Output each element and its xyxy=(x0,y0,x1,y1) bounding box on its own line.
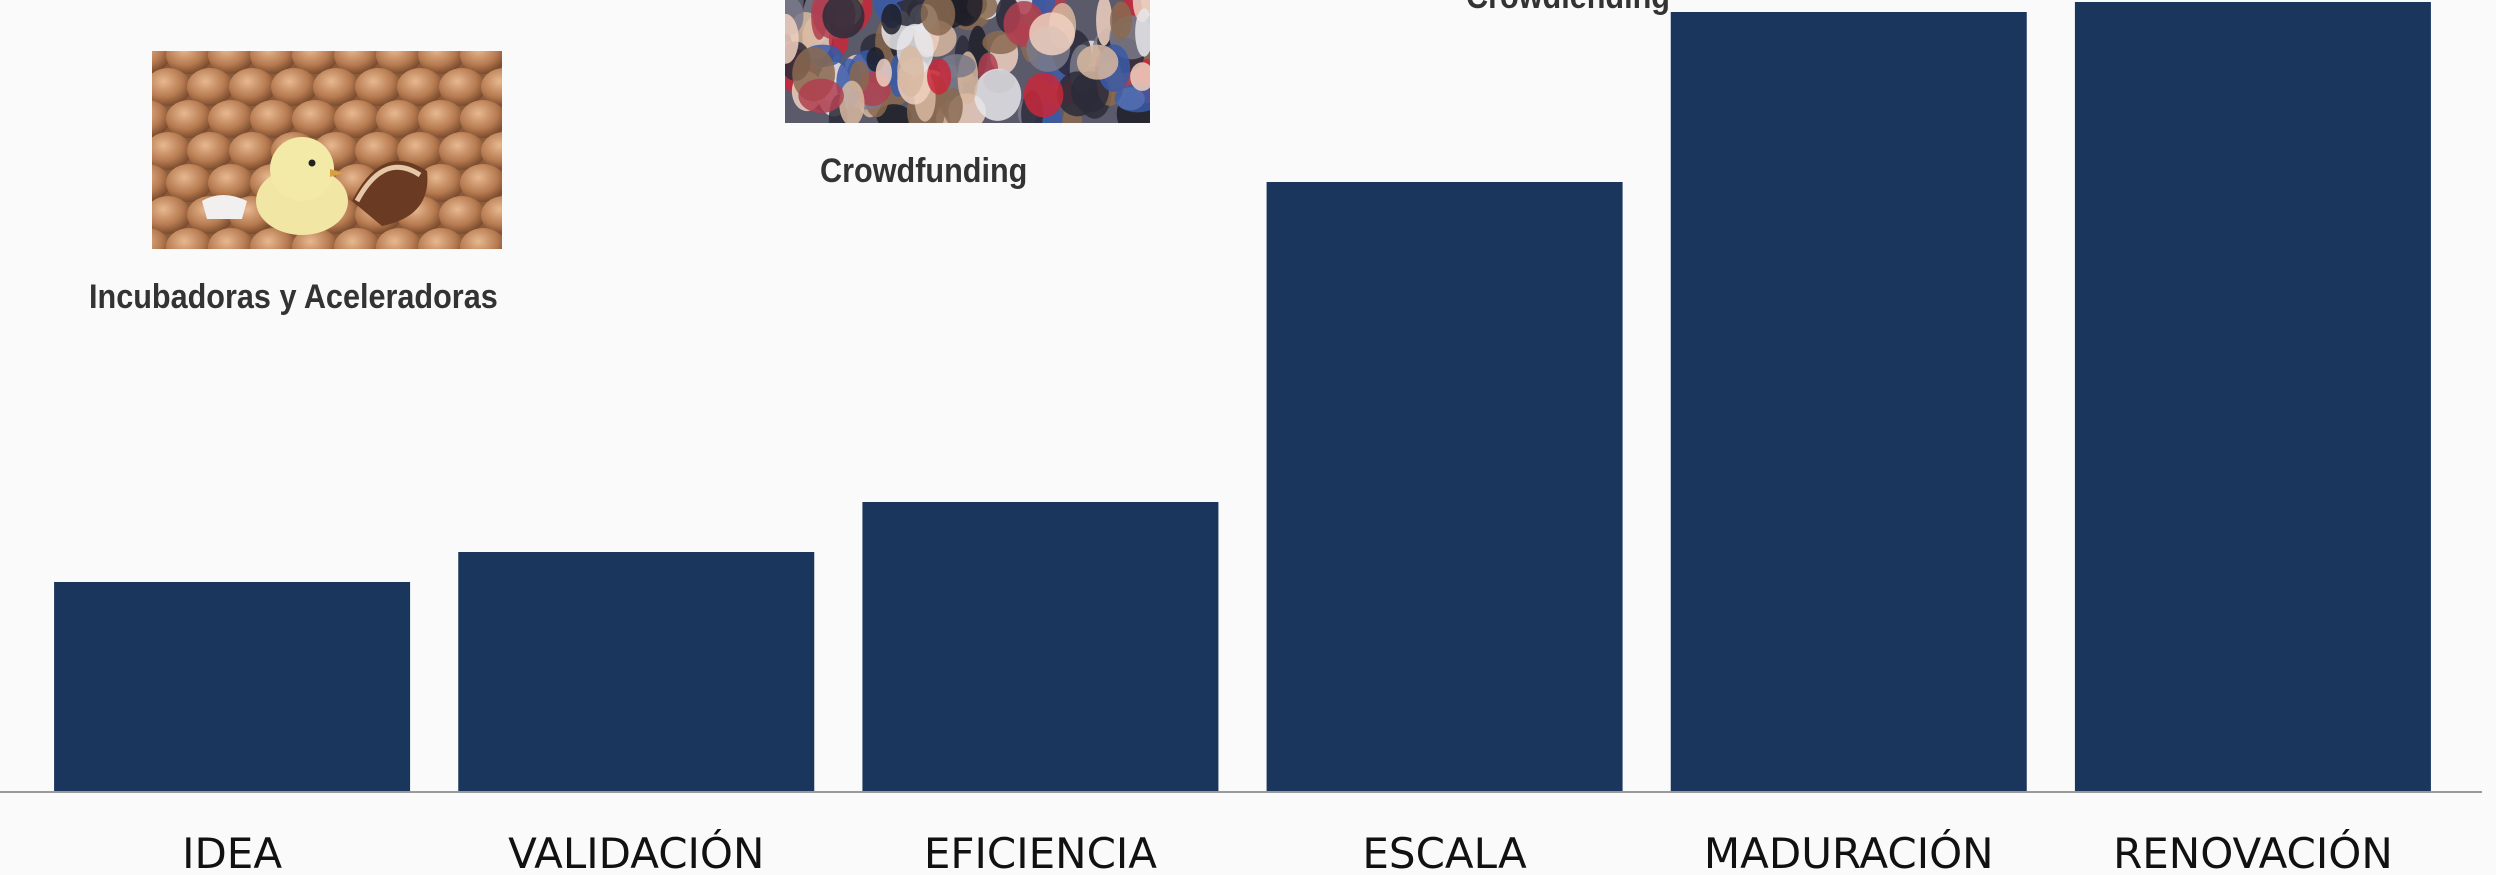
bar-validación xyxy=(458,552,815,792)
category-labels-group: IDEA VALIDACIÓN EFICIENCIA ESCALA MADURACIÓN… xyxy=(182,828,2393,875)
category-label-idea: IDEA xyxy=(182,829,282,875)
bar-escala xyxy=(1266,182,1623,792)
annotation-label-crowdlending: Crowdlending xyxy=(1466,0,1670,17)
annotation-label-incubadoras: Incubadoras y Aceleradoras xyxy=(89,278,498,316)
category-label-renovación: RENOVACIÓN xyxy=(2113,828,2393,875)
bar-maduración xyxy=(1670,12,2027,792)
category-label-escala: ESCALA xyxy=(1362,829,1527,875)
category-label-validación: VALIDACIÓN xyxy=(508,828,764,875)
bar-eficiencia xyxy=(862,502,1219,792)
crowd-of-people-image xyxy=(785,0,1150,123)
category-label-maduración: MADURACIÓN xyxy=(1704,828,1994,875)
category-label-eficiencia: EFICIENCIA xyxy=(924,829,1157,875)
chick-hatching-eggs-image xyxy=(152,51,502,249)
bar-renovación xyxy=(2074,2,2431,792)
bars-group xyxy=(54,2,2431,792)
annotation-label-crowdfunding: Crowdfunding xyxy=(820,152,1028,190)
bar-idea xyxy=(54,582,411,792)
